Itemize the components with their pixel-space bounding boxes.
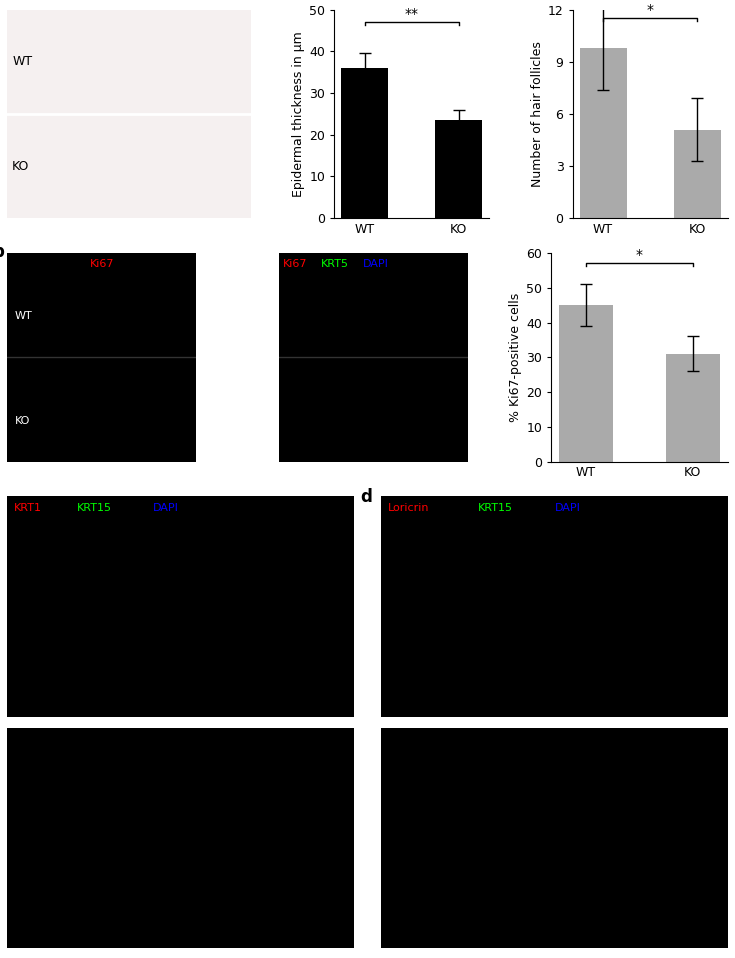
Text: *: * xyxy=(636,248,643,262)
Text: DAPI: DAPI xyxy=(554,503,581,513)
Text: Ki67: Ki67 xyxy=(283,260,308,269)
Bar xyxy=(559,306,613,462)
Bar xyxy=(666,354,720,462)
Y-axis label: Epidermal thickness in μm: Epidermal thickness in μm xyxy=(292,31,305,196)
Text: WT: WT xyxy=(15,311,32,321)
Bar xyxy=(673,129,720,218)
Y-axis label: Number of hair follicles: Number of hair follicles xyxy=(531,41,544,187)
Text: Loricrin: Loricrin xyxy=(388,503,430,513)
Text: DAPI: DAPI xyxy=(153,503,179,513)
Text: d: d xyxy=(361,488,373,506)
Y-axis label: % Ki67-positive cells: % Ki67-positive cells xyxy=(509,293,522,422)
Text: Ki67: Ki67 xyxy=(90,260,114,269)
Text: KO: KO xyxy=(15,416,30,425)
Text: KRT15: KRT15 xyxy=(76,503,112,513)
Bar xyxy=(580,48,626,218)
Text: KRT5: KRT5 xyxy=(321,260,349,269)
Bar xyxy=(435,120,482,218)
Text: WT: WT xyxy=(12,56,32,68)
Text: b: b xyxy=(0,242,4,261)
Text: KO: KO xyxy=(12,160,29,172)
Text: *: * xyxy=(647,3,653,17)
Text: DAPI: DAPI xyxy=(362,260,388,269)
Bar xyxy=(341,68,388,218)
Text: KRT15: KRT15 xyxy=(478,503,513,513)
Text: KRT1: KRT1 xyxy=(14,503,43,513)
Text: **: ** xyxy=(405,7,419,21)
